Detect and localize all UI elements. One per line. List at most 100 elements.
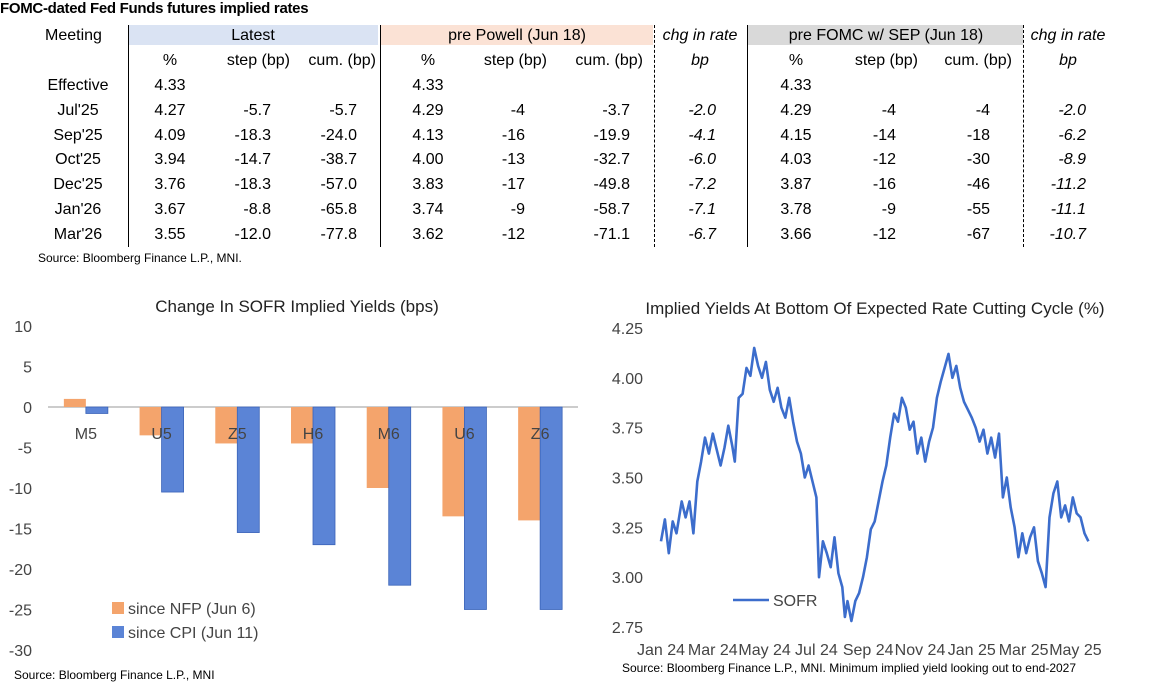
- meeting-header: Meeting: [45, 27, 102, 44]
- cell-pre-powell-pct: 4.33: [412, 77, 444, 94]
- cell-pre-fomc-step: -9: [881, 201, 896, 218]
- cell-pre-fomc-cum: -46: [966, 176, 990, 194]
- cell-pre-fomc-cum: -55: [966, 201, 990, 218]
- bar-legend-swatch: [112, 626, 124, 638]
- cell-pre-powell-pct: 4.00: [412, 151, 444, 169]
- pre-powell-step-subheader: step (bp): [483, 52, 547, 69]
- bar-category-label: M5: [75, 426, 97, 443]
- separator-pre-powell-left: [380, 25, 381, 247]
- bar-U5-cpi: [161, 406, 184, 493]
- cell-pre-powell-step: -12: [501, 225, 525, 243]
- cell-pre-powell-pct: 3.83: [412, 176, 444, 194]
- cell-pre-powell-pct: 3.62: [412, 225, 444, 243]
- cell-chg1: -7.1: [688, 201, 716, 218]
- pre-powell-header-bg: [381, 25, 653, 45]
- separator-chg2-left: [1023, 25, 1024, 247]
- bar-Z6-nfp: [518, 407, 541, 521]
- cell-chg2: -11.1: [1050, 201, 1086, 218]
- line-legend-label: SOFR: [773, 593, 817, 610]
- cell-latest-cum: -57.0: [320, 176, 357, 194]
- latest-cum-subheader: cum. (bp): [308, 52, 376, 69]
- pre-powell-cum-subheader: cum. (bp): [575, 52, 643, 69]
- bar-U6-nfp: [442, 407, 465, 517]
- bar-legend-label: since CPI (Jun 11): [128, 625, 258, 642]
- cell-chg1: -6.7: [688, 225, 716, 243]
- cell-latest-step: -8.8: [243, 201, 271, 218]
- bar-M6-cpi: [388, 406, 412, 586]
- cell-pre-powell-cum: -71.1: [593, 225, 630, 243]
- cell-chg2: -10.7: [1049, 225, 1086, 243]
- line-chart-source: Source: Bloomberg Finance L.P., MNI. Min…: [622, 661, 1077, 675]
- bar-chart-source: Source: Bloomberg Finance L.P., MNI: [14, 668, 215, 682]
- cell-latest-cum: -24.0: [320, 126, 357, 144]
- cell-pre-powell-step: -16: [501, 126, 525, 144]
- bar-y-tick-label: -25: [9, 603, 32, 620]
- separator-latest-left: [128, 25, 129, 247]
- line-y-tick-label: 3.00: [612, 570, 643, 587]
- cell-chg1: -7.2: [688, 176, 716, 194]
- cell-latest-pct: 4.27: [154, 101, 186, 119]
- bar-category-label: H6: [303, 426, 324, 443]
- bar-y-tick-label: -20: [9, 562, 32, 579]
- bar-chart-title: Change In SOFR Implied Yields (bps): [155, 297, 438, 316]
- line-y-tick-label: 3.50: [612, 471, 643, 488]
- cell-pre-powell-step: -17: [501, 176, 525, 194]
- line-x-tick-label: Mar 25: [999, 642, 1049, 659]
- sofr-change-bar-chart: Change In SOFR Implied Yields (bps) 10 5 0 -…: [9, 297, 578, 660]
- cell-meeting: Dec'25: [53, 176, 103, 194]
- cell-latest-step: -18.3: [234, 126, 271, 144]
- cell-meeting: Jul'25: [57, 101, 99, 119]
- line-y-tick-label: 3.75: [612, 421, 643, 438]
- cell-pre-fomc-step: -16: [872, 176, 896, 194]
- bar-legend-swatch: [112, 602, 124, 614]
- cell-latest-pct: 3.76: [154, 176, 186, 194]
- cell-pre-powell-pct: 4.13: [412, 126, 444, 144]
- bar-U6-cpi: [464, 406, 487, 610]
- cell-pre-powell-cum: -19.9: [593, 126, 630, 144]
- cell-latest-step: -18.3: [234, 176, 271, 194]
- chg1-bp-subheader: bp: [691, 52, 709, 69]
- bar-U5-nfp: [139, 407, 162, 436]
- separator-pre-fomc-left: [747, 25, 748, 247]
- pre-fomc-cum-subheader: cum. (bp): [944, 52, 1012, 69]
- bar-Z6-cpi: [539, 406, 563, 610]
- cell-latest-cum: -5.7: [329, 101, 357, 119]
- cell-pre-fomc-step: -12: [872, 151, 896, 169]
- line-y-tick-label: 4.00: [612, 371, 643, 388]
- bar-H6-cpi: [312, 406, 336, 546]
- table-title: FOMC-dated Fed Funds futures implied rat…: [0, 0, 309, 17]
- pre-fomc-header: pre FOMC w/ SEP (Jun 18): [788, 27, 984, 44]
- cell-pre-powell-cum: -32.7: [593, 151, 630, 169]
- line-x-tick-label: Jan 24: [637, 642, 685, 659]
- bar-y-tick-label: 0: [23, 400, 32, 417]
- cell-pre-powell-cum: -3.7: [602, 101, 630, 119]
- latest-pct-subheader: %: [162, 52, 178, 69]
- cell-chg2: -2.0: [1058, 101, 1086, 119]
- pre-fomc-header-bg: [748, 25, 1023, 45]
- cell-latest-step: -14.7: [234, 151, 271, 169]
- cell-pre-fomc-step: -4: [881, 101, 896, 119]
- latest-header-bg: [128, 25, 378, 45]
- bar-y-tick-label: -5: [18, 441, 32, 458]
- bar-category-label: U5: [151, 426, 172, 443]
- line-y-tick-label: 4.25: [612, 321, 643, 338]
- line-x-tick-label: May 24: [738, 642, 791, 659]
- bar-y-tick-label: 5: [23, 360, 32, 377]
- bar-y-tick-label: -15: [9, 522, 32, 539]
- cell-meeting: Mar'26: [53, 225, 103, 243]
- cell-chg2: -8.9: [1058, 151, 1086, 169]
- cell-meeting: Jan'26: [54, 201, 102, 218]
- cell-meeting: Effective: [47, 77, 109, 94]
- cell-pre-powell-pct: 3.74: [412, 201, 444, 218]
- cell-pre-fomc-pct: 4.33: [780, 77, 812, 94]
- cell-pre-fomc-pct: 3.78: [780, 201, 812, 218]
- bar-Z5-nfp: [215, 407, 238, 444]
- table-source: Source: Bloomberg Finance L.P., MNI.: [38, 251, 242, 265]
- bar-category-label: Z6: [531, 426, 550, 443]
- latest-step-subheader: step (bp): [226, 52, 290, 69]
- cell-pre-powell-cum: -49.8: [593, 176, 630, 194]
- cell-chg1: -6.0: [688, 151, 716, 169]
- bar-y-tick-label: 10: [14, 319, 32, 336]
- chg2-bp-subheader: bp: [1059, 52, 1077, 69]
- cell-pre-powell-cum: -58.7: [593, 201, 630, 218]
